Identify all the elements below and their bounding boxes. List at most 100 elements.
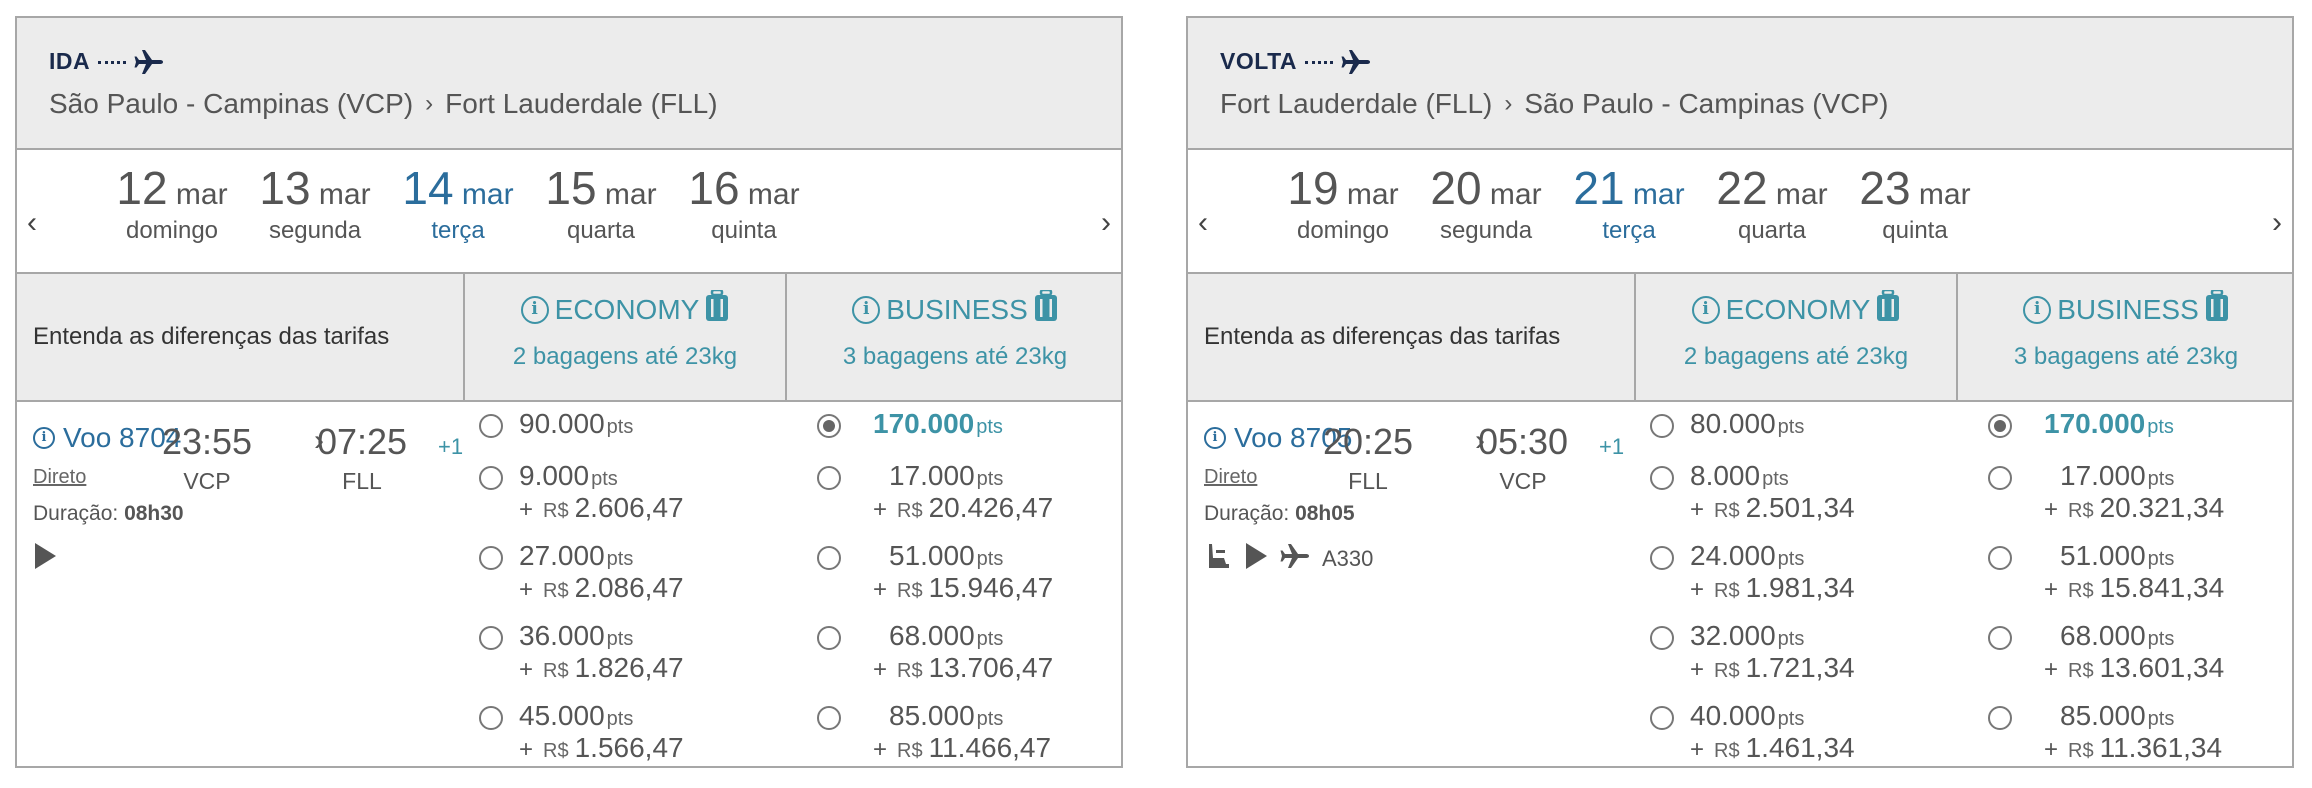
date-option[interactable]: 19 mar domingo [1243, 165, 1443, 245]
points-value: 170.000 pts [873, 408, 1003, 440]
date-month: mar [167, 178, 228, 211]
radio-icon[interactable] [1988, 546, 2012, 570]
business-fare-option[interactable]: 68.000 pts + R$ 13.601,34 [1956, 620, 2294, 700]
business-fare-option[interactable]: 51.000 pts + R$ 15.841,34 [1956, 540, 2294, 620]
radio-icon[interactable] [817, 626, 841, 650]
departure-airport: FLL [1348, 468, 1388, 494]
radio-icon[interactable] [1650, 414, 1674, 438]
date-option[interactable]: 14 mar terça [358, 165, 558, 245]
outbound-panel: IDA São Paulo - Campinas (VCP) › Fort La… [15, 16, 1123, 768]
date-day-month: 15 mar [501, 165, 701, 215]
points-unit: pts [976, 468, 1004, 490]
route-direction-label: VOLTA [1220, 48, 1298, 74]
business-fare-option[interactable]: 85.000 pts + R$ 11.361,34 [1956, 700, 2294, 780]
cash-amount: 1.981,34 [1745, 572, 1855, 603]
business-fare-option[interactable]: 85.000 pts + R$ 11.466,47 [785, 700, 1123, 780]
origin-city: Fort Lauderdale (FLL) [1220, 88, 1493, 119]
economy-fare-option[interactable]: 8.000 pts + R$ 2.501,34 [1634, 460, 1956, 540]
business-fare-option[interactable]: 170.000 pts [785, 408, 1123, 492]
economy-fare-option[interactable]: 24.000 pts + R$ 1.981,34 [1634, 540, 1956, 620]
date-option[interactable]: 15 mar quarta [501, 165, 701, 245]
economy-fare-option[interactable]: 45.000 pts + R$ 1.566,47 [463, 700, 785, 780]
date-option[interactable]: 23 mar quinta [1815, 165, 2015, 245]
economy-fare-option[interactable]: 36.000 pts + R$ 1.826,47 [463, 620, 785, 700]
info-icon[interactable]: i [852, 295, 881, 324]
baggage-icon [705, 288, 729, 329]
economy-fare-option[interactable]: 32.000 pts + R$ 1.721,34 [1634, 620, 1956, 700]
radio-icon[interactable] [479, 414, 503, 438]
plus-sign: + [873, 736, 888, 763]
points-value: 32.000 pts [1690, 620, 1804, 652]
prev-dates-button[interactable]: ‹ [27, 206, 37, 239]
date-day: 22 [1716, 162, 1768, 214]
business-fare-option[interactable]: 17.000 pts + R$ 20.321,34 [1956, 460, 2294, 540]
currency-symbol: R$ [2068, 580, 2094, 602]
points-amount: 68.000 [2060, 620, 2146, 651]
date-option[interactable]: 21 mar terça [1529, 165, 1729, 245]
date-option[interactable]: 22 mar quarta [1672, 165, 1872, 245]
economy-fare-option[interactable]: 80.000 pts [1634, 408, 1956, 492]
radio-icon[interactable] [817, 414, 841, 438]
plus-sign: + [1690, 736, 1705, 763]
prev-dates-button[interactable]: ‹ [1198, 206, 1208, 239]
points-unit: pts [2147, 468, 2175, 490]
points-value: 51.000 pts [2060, 540, 2174, 572]
duration-label: Duração: [1204, 502, 1290, 525]
fare-header: Entenda as diferenças das tarifas i ECON… [17, 274, 1121, 402]
economy-fare-option[interactable]: 40.000 pts + R$ 1.461,34 [1634, 700, 1956, 780]
business-fare-option[interactable]: 17.000 pts + R$ 20.426,47 [785, 460, 1123, 540]
radio-icon[interactable] [479, 706, 503, 730]
radio-icon[interactable] [479, 626, 503, 650]
radio-icon[interactable] [1650, 626, 1674, 650]
radio-icon[interactable] [479, 466, 503, 490]
return-panel: VOLTA Fort Lauderdale (FLL) › São Paulo … [1186, 16, 2294, 768]
economy-fare-option[interactable]: 27.000 pts + R$ 2.086,47 [463, 540, 785, 620]
business-fare-option[interactable]: 68.000 pts + R$ 13.706,47 [785, 620, 1123, 700]
points-amount: 68.000 [889, 620, 975, 651]
fare-differences-link[interactable]: Entenda as diferenças das tarifas [1204, 323, 1561, 350]
points-amount: 40.000 [1690, 700, 1776, 731]
radio-icon[interactable] [479, 546, 503, 570]
business-column-header: i BUSINESS 3 bagagens até 23kg [1956, 274, 2294, 400]
next-dates-button[interactable]: › [2272, 206, 2282, 239]
info-icon[interactable]: i [2023, 295, 2052, 324]
radio-icon[interactable] [1988, 706, 2012, 730]
route-tag: IDA [49, 48, 164, 75]
departure-airport: VCP [183, 468, 231, 494]
date-option[interactable]: 13 mar segunda [215, 165, 415, 245]
radio-icon[interactable] [1988, 466, 2012, 490]
arrival-time: 07:25 [316, 421, 408, 462]
info-icon[interactable]: i [520, 295, 549, 324]
arrival: 07:25 FLL [292, 422, 432, 495]
date-option[interactable]: 12 mar domingo [72, 165, 272, 245]
fare-differences-link[interactable]: Entenda as diferenças das tarifas [33, 323, 390, 350]
points-value: 85.000 pts [889, 700, 1003, 732]
radio-icon[interactable] [1988, 626, 2012, 650]
radio-icon[interactable] [1988, 414, 2012, 438]
radio-icon[interactable] [817, 466, 841, 490]
radio-icon[interactable] [1650, 706, 1674, 730]
economy-fare-option[interactable]: 9.000 pts + R$ 2.606,47 [463, 460, 785, 540]
radio-icon[interactable] [817, 706, 841, 730]
flight-number-link[interactable]: i Voo 8705 [1204, 422, 1352, 454]
cash-value: + R$ 13.706,47 [873, 652, 1053, 684]
plus-sign: + [2044, 496, 2059, 523]
cash-value: + R$ 11.466,47 [873, 732, 1051, 764]
direct-flight-link[interactable]: Direto [33, 466, 87, 488]
arrival-airport: VCP [1499, 468, 1547, 494]
economy-fare-option[interactable]: 90.000 pts [463, 408, 785, 492]
plus-sign: + [519, 576, 534, 603]
info-icon[interactable]: i [1691, 295, 1720, 324]
business-fare-option[interactable]: 170.000 pts [1956, 408, 2294, 492]
radio-icon[interactable] [1650, 546, 1674, 570]
radio-icon[interactable] [1650, 466, 1674, 490]
cash-amount: 20.426,47 [928, 492, 1054, 523]
next-dates-button[interactable]: › [1101, 206, 1111, 239]
direct-flight-link[interactable]: Direto [1204, 466, 1258, 488]
plus-sign: + [1690, 576, 1705, 603]
flight-number-link[interactable]: i Voo 8704 [33, 422, 181, 454]
date-option[interactable]: 16 mar quinta [644, 165, 844, 245]
date-option[interactable]: 20 mar segunda [1386, 165, 1586, 245]
business-fare-option[interactable]: 51.000 pts + R$ 15.946,47 [785, 540, 1123, 620]
radio-icon[interactable] [817, 546, 841, 570]
